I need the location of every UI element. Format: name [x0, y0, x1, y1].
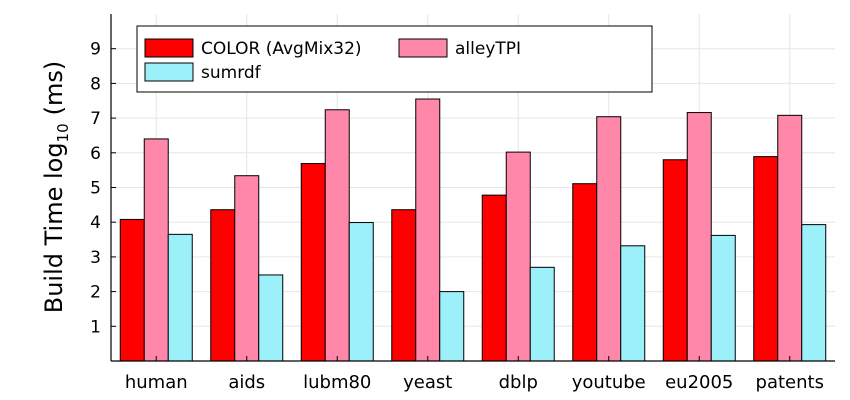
x-category-label: eu2005: [665, 372, 733, 393]
y-tick-label: 2: [90, 283, 101, 303]
legend-label: alleyTPI: [455, 39, 521, 59]
y-tick-label: 6: [90, 144, 101, 164]
bar-sumrdf-human: [167, 233, 193, 362]
x-category-label: lubm80: [303, 372, 371, 393]
bar-color-avgmix32--dblp: [481, 194, 507, 362]
y-tick-label: 5: [90, 179, 101, 199]
legend-label: sumrdf: [201, 63, 262, 83]
bar-alleytpi-eu2005: [686, 112, 712, 362]
bar-color-avgmix32--patents: [753, 156, 779, 362]
bar-color-avgmix32--yeast: [391, 209, 417, 362]
x-category-label: patents: [756, 372, 824, 393]
bar-sumrdf-dblp: [529, 266, 555, 362]
bar-alleytpi-yeast: [415, 98, 441, 362]
bar-sumrdf-eu2005: [710, 234, 736, 362]
legend-box: [136, 25, 653, 93]
bar-alleytpi-aids: [234, 175, 260, 362]
bar-sumrdf-lubm80: [348, 222, 374, 362]
y-tick-label: 1: [90, 317, 101, 337]
bar-color-avgmix32--youtube: [572, 183, 598, 362]
bar-alleytpi-patents: [777, 114, 803, 362]
y-tick-label: 3: [90, 248, 101, 268]
bar-sumrdf-yeast: [439, 291, 465, 362]
y-tick-label: 4: [90, 213, 101, 233]
x-category-label: youtube: [572, 372, 646, 393]
legend-swatch: [144, 62, 194, 82]
bar-sumrdf-aids: [258, 274, 284, 362]
bar-color-avgmix32--lubm80: [300, 163, 326, 362]
legend-swatch: [398, 38, 448, 58]
y-tick-label: 9: [90, 40, 101, 60]
bar-alleytpi-lubm80: [324, 109, 350, 362]
bar-alleytpi-human: [143, 138, 169, 362]
bar-sumrdf-patents: [801, 224, 827, 362]
y-tick-label: 8: [90, 74, 101, 94]
bar-alleytpi-youtube: [596, 116, 622, 362]
x-category-label: aids: [228, 372, 265, 393]
bar-sumrdf-youtube: [620, 245, 646, 362]
y-tick-label: 7: [90, 109, 101, 129]
x-category-label: dblp: [499, 372, 538, 393]
legend-label: COLOR (AvgMix32): [201, 39, 362, 59]
bar-color-avgmix32--human: [119, 218, 145, 362]
y-axis-label: Build Time log10(ms): [40, 61, 72, 314]
legend-swatch: [144, 38, 194, 58]
x-category-label: yeast: [403, 372, 452, 393]
x-category-label: human: [125, 372, 188, 393]
bar-color-avgmix32--aids: [210, 209, 236, 362]
bar-color-avgmix32--eu2005: [662, 159, 688, 362]
bar-alleytpi-dblp: [505, 151, 531, 362]
bars-group: [119, 98, 827, 362]
legend: COLOR (AvgMix32) alleyTPI sumrdf: [136, 25, 653, 93]
x-category-labels: human aids lubm80 yeast dblp youtube eu2005 pat…: [125, 356, 824, 393]
y-ticks: 1 2 3 4 5 6 7 8 9: [90, 40, 116, 337]
